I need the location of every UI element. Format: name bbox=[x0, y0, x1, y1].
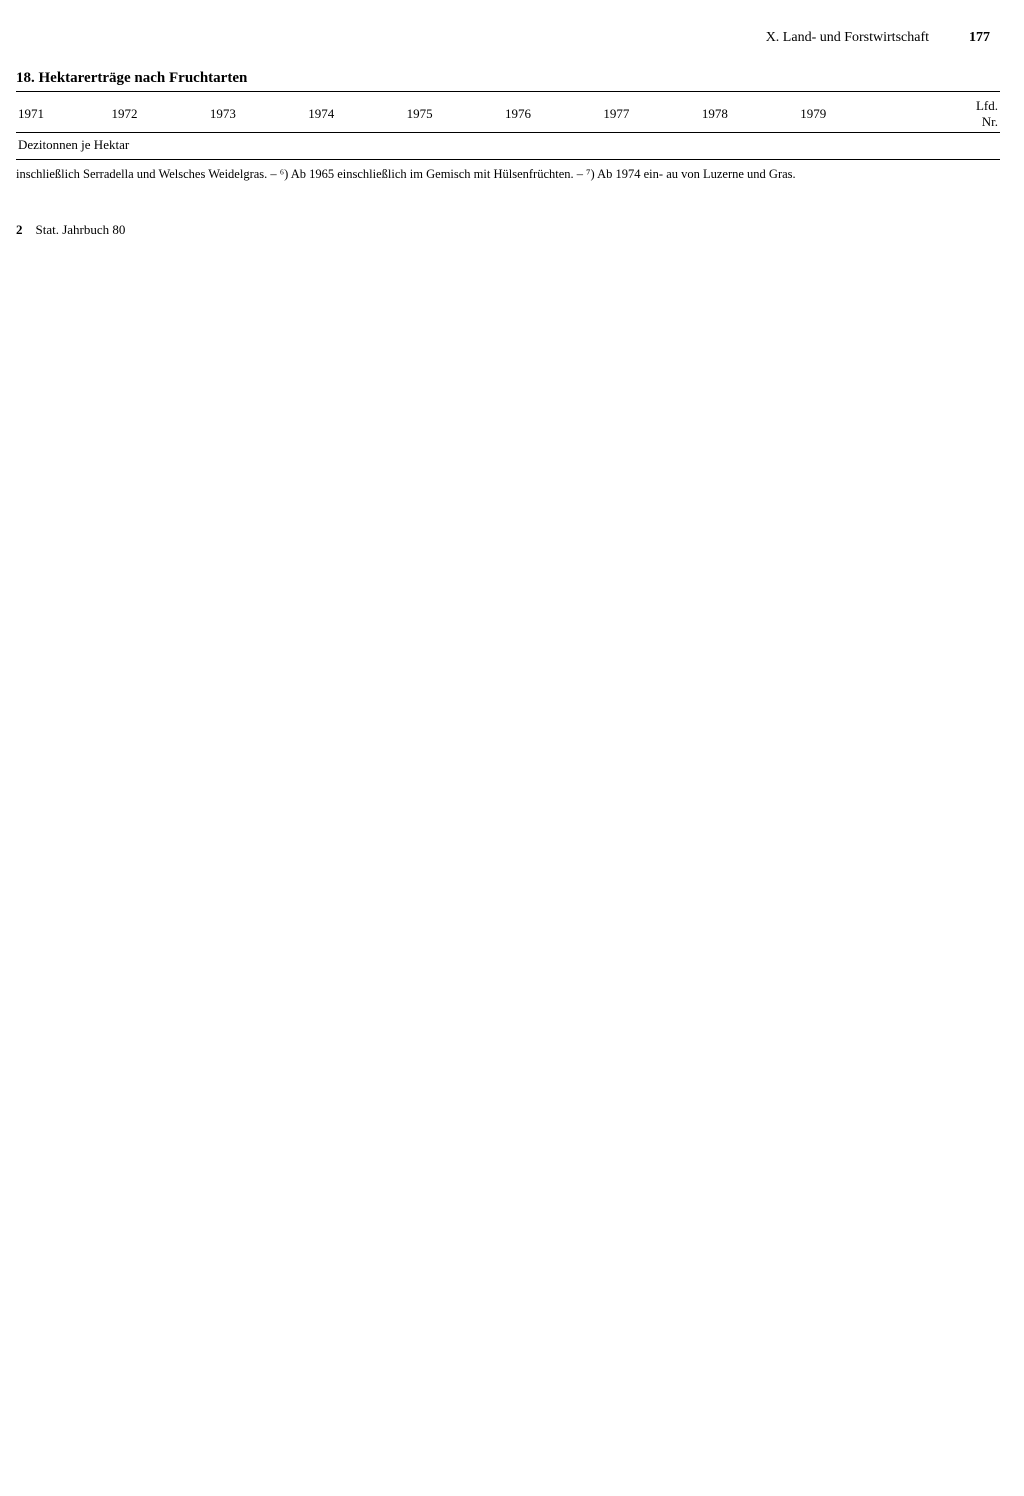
year-header: 1978 bbox=[700, 92, 798, 133]
section-label: X. Land- und Forstwirtschaft bbox=[766, 30, 929, 46]
unit-label: Dezitonnen je Hektar bbox=[16, 133, 897, 160]
year-header: 1973 bbox=[208, 92, 306, 133]
year-header: 1972 bbox=[109, 92, 207, 133]
table-title: 18. Hektarerträge nach Fruchtarten bbox=[16, 70, 1000, 87]
footer-text: Stat. Jahrbuch 80 bbox=[36, 222, 126, 237]
header-years: 197119721973197419751976197719781979Lfd.… bbox=[16, 92, 1000, 133]
footer: 2 Stat. Jahrbuch 80 bbox=[16, 222, 1000, 238]
footnote: inschließlich Serradella und Welsches We… bbox=[16, 166, 1000, 182]
footer-num: 2 bbox=[16, 222, 23, 237]
header-unit: Dezitonnen je Hektar bbox=[16, 133, 1000, 160]
page-number: 177 bbox=[969, 30, 990, 46]
year-header: 1976 bbox=[503, 92, 601, 133]
lfd-header: Lfd. Nr. bbox=[897, 92, 1000, 133]
year-header: 1971 bbox=[16, 92, 109, 133]
year-header: 1979 bbox=[798, 92, 896, 133]
data-table: 197119721973197419751976197719781979Lfd.… bbox=[16, 91, 1000, 160]
year-header: 1977 bbox=[601, 92, 699, 133]
year-header: 1974 bbox=[306, 92, 404, 133]
year-header: 1975 bbox=[405, 92, 503, 133]
